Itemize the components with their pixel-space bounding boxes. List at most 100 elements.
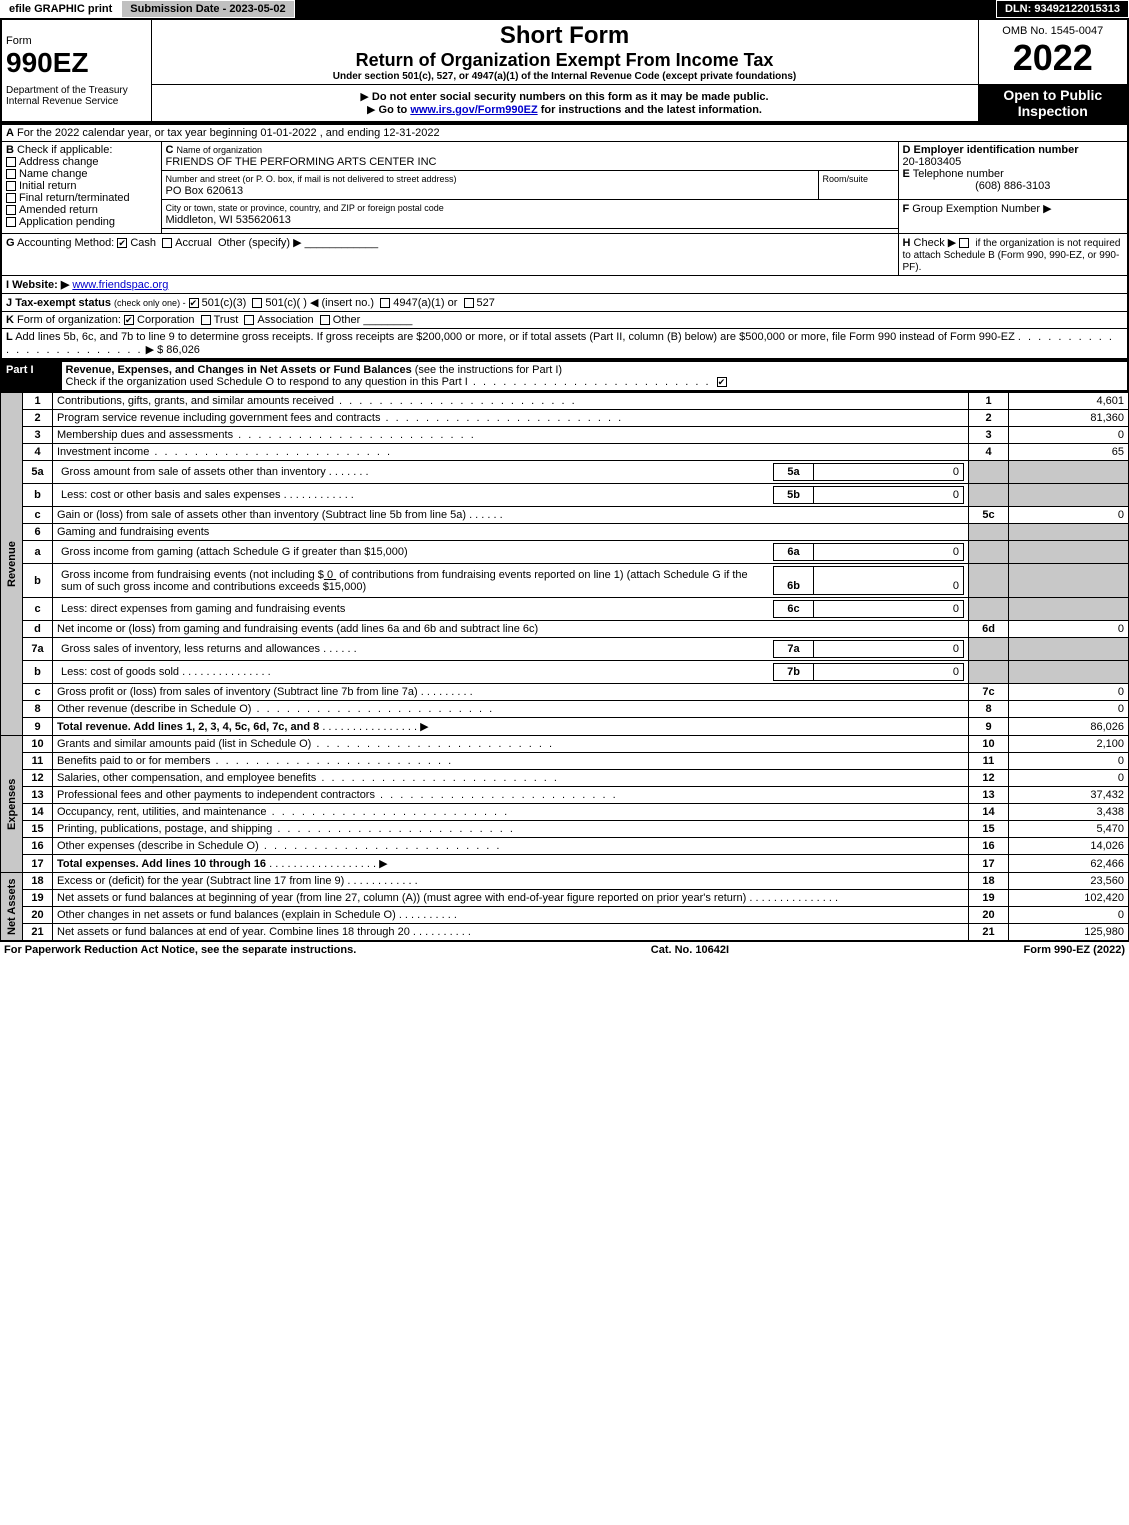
- line2-val: 81,360: [1009, 410, 1129, 427]
- checkbox-corp[interactable]: [124, 315, 134, 325]
- line8-desc: Other revenue (describe in Schedule O): [57, 703, 251, 715]
- label-initial-return: Initial return: [19, 180, 76, 192]
- opt-501c: 501(c)( ) ◀ (insert no.): [265, 297, 374, 309]
- line15-val: 5,470: [1009, 821, 1129, 838]
- goto-link[interactable]: www.irs.gov/Form990EZ: [410, 104, 537, 116]
- section-k-label: Form of organization:: [17, 314, 121, 326]
- part1-table: Revenue 1Contributions, gifts, grants, a…: [0, 392, 1129, 941]
- form-header: Form 990EZ Department of the Treasury In…: [0, 18, 1129, 123]
- line6b-sv: 0: [814, 567, 964, 595]
- line8-val: 0: [1009, 701, 1129, 718]
- checkbox-527[interactable]: [464, 298, 474, 308]
- side-netassets: Net Assets: [1, 873, 23, 941]
- checkbox-501c[interactable]: [252, 298, 262, 308]
- line7a-sn: 7a: [774, 641, 814, 658]
- section-e-label: Telephone number: [913, 168, 1004, 180]
- room-label: Room/suite: [823, 174, 869, 184]
- tax-year: 2022: [983, 37, 1124, 79]
- efile-print[interactable]: efile GRAPHIC print: [0, 0, 121, 18]
- line5a-sn: 5a: [774, 464, 814, 481]
- line13-desc: Professional fees and other payments to …: [57, 789, 375, 801]
- checkbox-pending[interactable]: [6, 217, 16, 227]
- checkbox-h[interactable]: [959, 238, 969, 248]
- checkbox-other-org[interactable]: [320, 315, 330, 325]
- line7c-val: 0: [1009, 684, 1129, 701]
- checkbox-trust[interactable]: [201, 315, 211, 325]
- checkbox-501c3[interactable]: [189, 298, 199, 308]
- line6a-sv: 0: [814, 544, 964, 561]
- line6c-sv: 0: [814, 601, 964, 618]
- line5b-sn: 5b: [774, 487, 814, 504]
- omb-number: OMB No. 1545-0047: [983, 25, 1124, 37]
- line6-desc: Gaming and fundraising events: [53, 524, 969, 541]
- warn-arrow-icon: [360, 91, 372, 103]
- line6b-amt: 0: [327, 569, 333, 581]
- checkbox-final-return[interactable]: [6, 193, 16, 203]
- website-link[interactable]: www.friendspac.org: [72, 279, 168, 291]
- line11-num: 11: [969, 753, 1009, 770]
- opt-501c3: 501(c)(3): [202, 297, 247, 309]
- section-j-label: Tax-exempt status: [15, 297, 111, 309]
- section-j-note: (check only one) -: [114, 298, 186, 308]
- part1-label: Part I: [1, 361, 61, 391]
- line5a-sv: 0: [814, 464, 964, 481]
- section-g-label: Accounting Method:: [17, 237, 114, 249]
- line21-val: 125,980: [1009, 924, 1129, 941]
- open-to-public: Open to Public Inspection: [978, 85, 1128, 123]
- line7b-sn: 7b: [774, 664, 814, 681]
- line17-desc: Total expenses. Add lines 10 through 16: [57, 858, 266, 870]
- line5c-num: 5c: [969, 507, 1009, 524]
- line9-num: 9: [969, 718, 1009, 736]
- line18-val: 23,560: [1009, 873, 1129, 890]
- part1-checknote: Check if the organization used Schedule …: [66, 376, 468, 388]
- line5b-desc: Less: cost or other basis and sales expe…: [61, 489, 281, 501]
- side-expenses: Expenses: [1, 736, 23, 873]
- line7a-desc: Gross sales of inventory, less returns a…: [61, 643, 320, 655]
- line12-desc: Salaries, other compensation, and employ…: [57, 772, 316, 784]
- submission-date: Submission Date - 2023-05-02: [121, 0, 294, 18]
- checkbox-schedule-o[interactable]: [717, 377, 727, 387]
- line19-num: 19: [969, 890, 1009, 907]
- line8-num: 8: [969, 701, 1009, 718]
- line15-num: 15: [969, 821, 1009, 838]
- line3-num: 3: [969, 427, 1009, 444]
- dept-label: Department of the Treasury Internal Reve…: [6, 85, 147, 107]
- line13-val: 37,432: [1009, 787, 1129, 804]
- line7c-num: 7c: [969, 684, 1009, 701]
- section-h-check: Check ▶: [914, 237, 957, 249]
- ein-value: 20-1803405: [903, 156, 962, 168]
- checkbox-cash[interactable]: [117, 238, 127, 248]
- dln: DLN: 93492122015313: [996, 0, 1129, 18]
- section-i-label: Website: ▶: [12, 279, 69, 291]
- line18-desc: Excess or (deficit) for the year (Subtra…: [57, 875, 344, 887]
- checkbox-assoc[interactable]: [244, 315, 254, 325]
- line6c-desc: Less: direct expenses from gaming and fu…: [61, 603, 345, 615]
- checkbox-address-change[interactable]: [6, 157, 16, 167]
- checkbox-accrual[interactable]: [162, 238, 172, 248]
- label-accrual: Accrual: [175, 237, 212, 249]
- city-value: Middleton, WI 535620613: [166, 214, 291, 226]
- line16-num: 16: [969, 838, 1009, 855]
- line10-val: 2,100: [1009, 736, 1129, 753]
- line13-num: 13: [969, 787, 1009, 804]
- line18-num: 18: [969, 873, 1009, 890]
- section-f-arrow-icon: ▶: [1043, 203, 1051, 215]
- opt-corp: Corporation: [137, 314, 194, 326]
- line16-desc: Other expenses (describe in Schedule O): [57, 840, 259, 852]
- part1-note: (see the instructions for Part I): [415, 364, 562, 376]
- footer-right: Form 990-EZ (2022): [1024, 944, 1125, 956]
- checkbox-4947[interactable]: [380, 298, 390, 308]
- checkbox-initial-return[interactable]: [6, 181, 16, 191]
- page-footer: For Paperwork Reduction Act Notice, see …: [0, 941, 1129, 958]
- title-main: Return of Organization Exempt From Incom…: [156, 50, 974, 71]
- title-short: Short Form: [156, 22, 974, 50]
- checkbox-amended[interactable]: [6, 205, 16, 215]
- section-b-title: Check if applicable:: [17, 144, 112, 156]
- street-label: Number and street (or P. O. box, if mail…: [166, 174, 457, 184]
- checkbox-name-change[interactable]: [6, 169, 16, 179]
- line10-desc: Grants and similar amounts paid (list in…: [57, 738, 311, 750]
- section-a: For the 2022 calendar year, or tax year …: [17, 127, 440, 139]
- goto-suffix: for instructions and the latest informat…: [538, 104, 762, 116]
- line6b-sn: 6b: [774, 567, 814, 595]
- part1-title: Revenue, Expenses, and Changes in Net As…: [66, 364, 412, 376]
